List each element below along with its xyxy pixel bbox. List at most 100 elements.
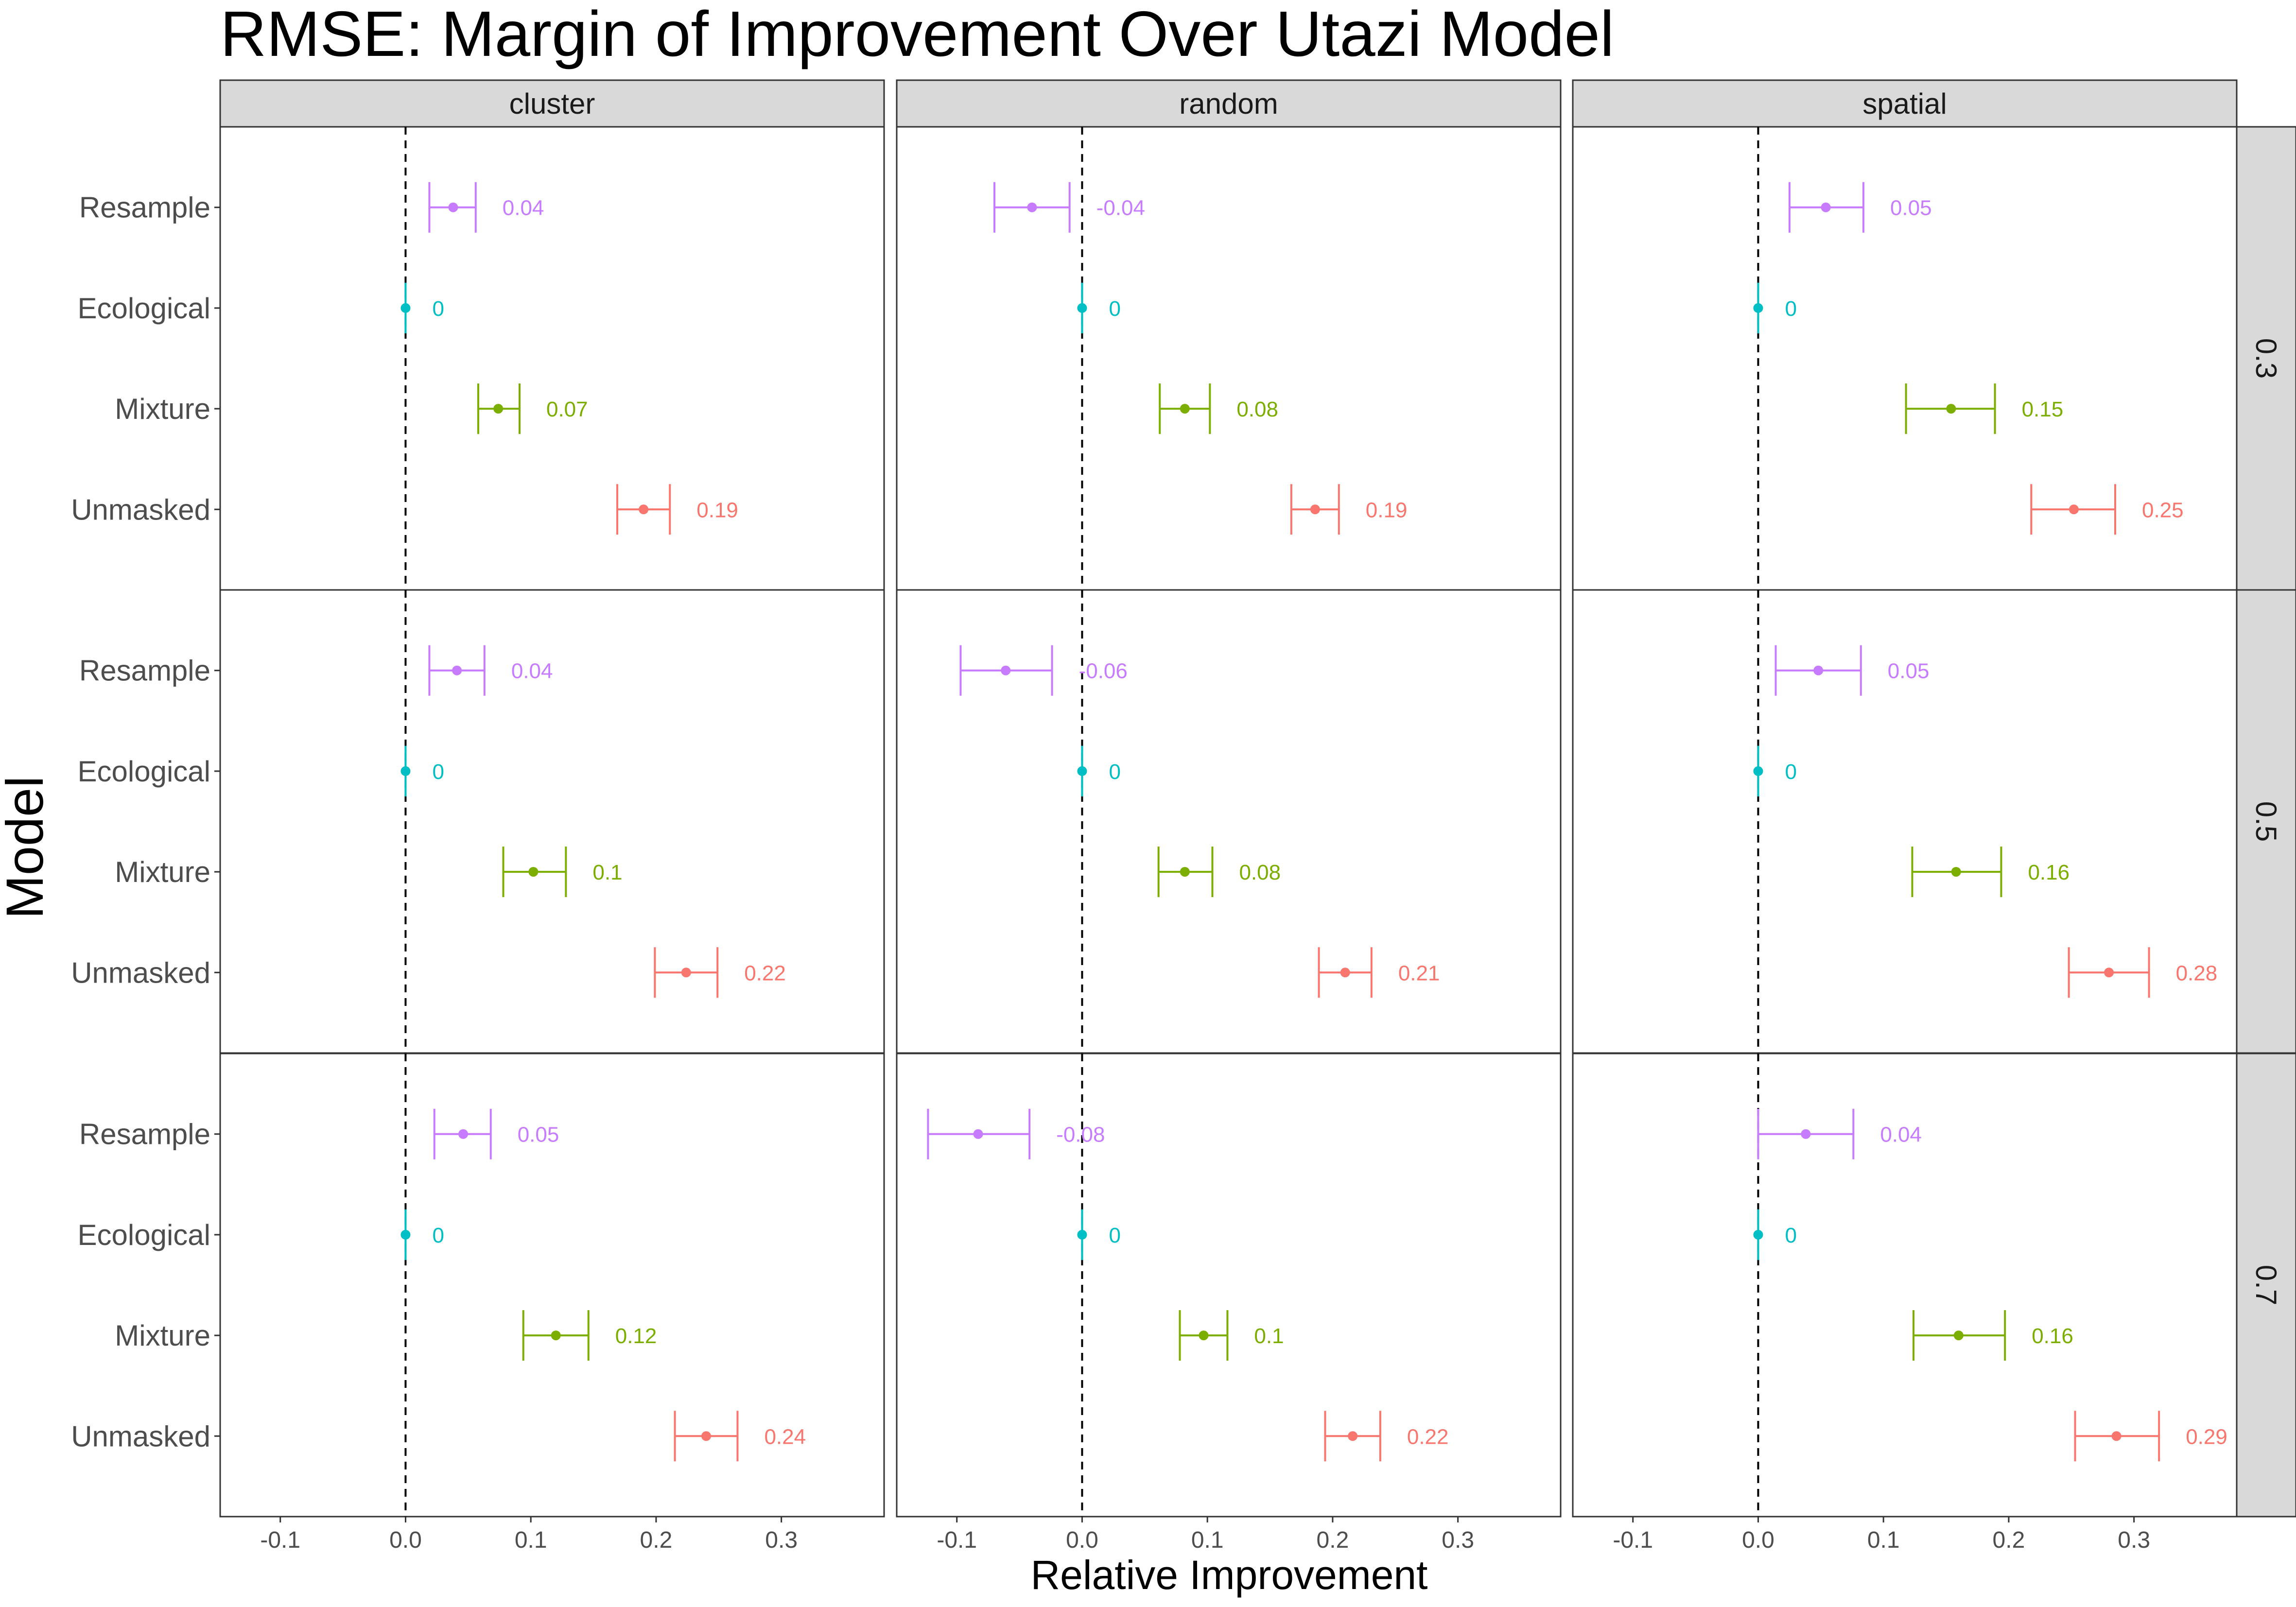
value-label-mixture: 0.16 xyxy=(2032,1324,2073,1348)
facet-strip-random xyxy=(896,79,1562,128)
x-axis-title: Relative Improvement xyxy=(1031,1552,1428,1598)
x-tick-label: 0.0 xyxy=(1742,1527,1774,1553)
value-label-unmasked: 0.19 xyxy=(1366,498,1408,522)
point-unmasked xyxy=(2104,968,2114,978)
value-label-ecological: 0 xyxy=(1785,760,1796,784)
row-strip-label-0.5: 0.5 xyxy=(2250,801,2282,842)
row-strip-label-0.7: 0.7 xyxy=(2250,1265,2282,1305)
y-tick-label: Unmasked xyxy=(71,493,210,526)
point-unmasked xyxy=(1340,968,1350,978)
point-resample xyxy=(1001,665,1011,675)
value-label-ecological: 0 xyxy=(1109,760,1120,784)
x-tick-label: 0.2 xyxy=(1317,1527,1349,1553)
panel-spatial-0.7 xyxy=(1572,1053,2238,1518)
value-label-resample: 0.05 xyxy=(1890,196,1932,220)
point-ecological xyxy=(400,1229,411,1240)
value-label-resample: 0.04 xyxy=(1880,1123,1922,1147)
point-mixture xyxy=(1199,1331,1209,1341)
y-tick-label: Ecological xyxy=(78,1219,211,1251)
point-mixture xyxy=(551,1331,561,1341)
x-tick-label: 0.1 xyxy=(1191,1527,1224,1553)
value-label-unmasked: 0.21 xyxy=(1398,961,1440,985)
value-label-resample: 0.05 xyxy=(1888,659,1930,683)
y-tick-label: Mixture xyxy=(115,393,210,425)
x-tick-label: 0.3 xyxy=(2118,1527,2150,1553)
panel-cluster-0.5 xyxy=(219,589,885,1054)
panel-random-0.5 xyxy=(896,589,1562,1054)
x-tick-label: -0.1 xyxy=(937,1527,977,1553)
point-resample xyxy=(1801,1129,1811,1139)
value-label-mixture: 0.1 xyxy=(592,861,622,884)
panel-spatial-0.5 xyxy=(1572,589,2238,1054)
value-label-ecological: 0 xyxy=(432,760,444,784)
point-ecological xyxy=(1077,766,1087,776)
x-tick-label: 0.3 xyxy=(765,1527,798,1553)
value-label-mixture: 0.15 xyxy=(2022,397,2064,421)
panel-cluster-0.3 xyxy=(219,126,885,591)
point-ecological xyxy=(400,303,411,313)
x-tick-label: 0.3 xyxy=(1442,1527,1474,1553)
point-mixture xyxy=(1180,867,1190,877)
x-tick-label: 0.0 xyxy=(389,1527,422,1553)
panels-layer: cluster random spatial 0.3 0.5 0.7 Resample Eco… xyxy=(71,79,2296,1553)
point-ecological xyxy=(1753,1229,1763,1240)
value-label-ecological: 0 xyxy=(432,297,444,321)
value-label-resample: 0.04 xyxy=(511,659,553,683)
value-label-resample: 0.04 xyxy=(503,196,544,220)
value-label-mixture: 0.08 xyxy=(1239,861,1281,884)
y-axis-title: Model xyxy=(0,776,54,919)
value-label-unmasked: 0.29 xyxy=(2186,1425,2227,1449)
value-label-resample: -0.04 xyxy=(1096,196,1145,220)
point-ecological xyxy=(1753,766,1763,776)
row-strip-0.3 xyxy=(2236,126,2296,591)
point-mixture xyxy=(1953,1331,1964,1341)
point-mixture xyxy=(1951,867,1961,877)
value-label-unmasked: 0.25 xyxy=(2142,498,2184,522)
y-tick-label: Unmasked xyxy=(71,1420,210,1452)
row-strip-0.7 xyxy=(2236,1053,2296,1518)
y-tick-label: Mixture xyxy=(115,1319,210,1352)
point-mixture xyxy=(528,867,539,877)
value-label-ecological: 0 xyxy=(1785,1224,1796,1247)
point-unmasked xyxy=(1348,1431,1358,1441)
value-label-mixture: 0.08 xyxy=(1236,397,1278,421)
x-tick-label: -0.1 xyxy=(260,1527,300,1553)
point-resample xyxy=(973,1129,983,1139)
panel-random-0.7 xyxy=(896,1053,1562,1518)
facet-strip-label-spatial: spatial xyxy=(1862,87,1947,120)
point-unmasked xyxy=(1310,504,1320,515)
point-resample xyxy=(1027,202,1037,212)
point-ecological xyxy=(1753,303,1763,313)
value-label-ecological: 0 xyxy=(1785,297,1796,321)
point-unmasked xyxy=(2069,504,2079,515)
value-label-ecological: 0 xyxy=(432,1224,444,1247)
point-resample xyxy=(448,202,458,212)
x-tick-label: -0.1 xyxy=(1613,1527,1653,1553)
point-unmasked xyxy=(701,1431,712,1441)
value-label-resample: 0.05 xyxy=(518,1123,559,1147)
value-label-mixture: 0.16 xyxy=(2028,861,2070,884)
chart-title: RMSE: Margin of Improvement Over Utazi M… xyxy=(220,0,1614,69)
point-resample xyxy=(458,1129,469,1139)
panel-cluster-0.7 xyxy=(219,1053,885,1518)
y-tick-label: Resample xyxy=(79,1118,210,1151)
x-tick-label: 0.2 xyxy=(1993,1527,2025,1553)
value-label-ecological: 0 xyxy=(1109,297,1120,321)
point-resample xyxy=(1821,202,1831,212)
point-resample xyxy=(1813,665,1824,675)
point-unmasked xyxy=(639,504,649,515)
y-tick-label: Ecological xyxy=(78,292,211,325)
facet-strip-label-cluster: cluster xyxy=(509,87,595,120)
value-label-unmasked: 0.19 xyxy=(696,498,738,522)
facet-strip-label-random: random xyxy=(1179,87,1278,120)
point-mixture xyxy=(493,404,504,414)
value-label-unmasked: 0.24 xyxy=(764,1425,806,1449)
point-resample xyxy=(452,665,462,675)
x-tick-label: 0.2 xyxy=(640,1527,673,1553)
y-tick-label: Unmasked xyxy=(71,956,210,989)
value-label-mixture: 0.1 xyxy=(1254,1324,1284,1348)
y-tick-label: Mixture xyxy=(115,856,210,888)
y-tick-label: Resample xyxy=(79,655,210,687)
value-label-unmasked: 0.28 xyxy=(2176,961,2218,985)
y-tick-label: Ecological xyxy=(78,755,211,788)
